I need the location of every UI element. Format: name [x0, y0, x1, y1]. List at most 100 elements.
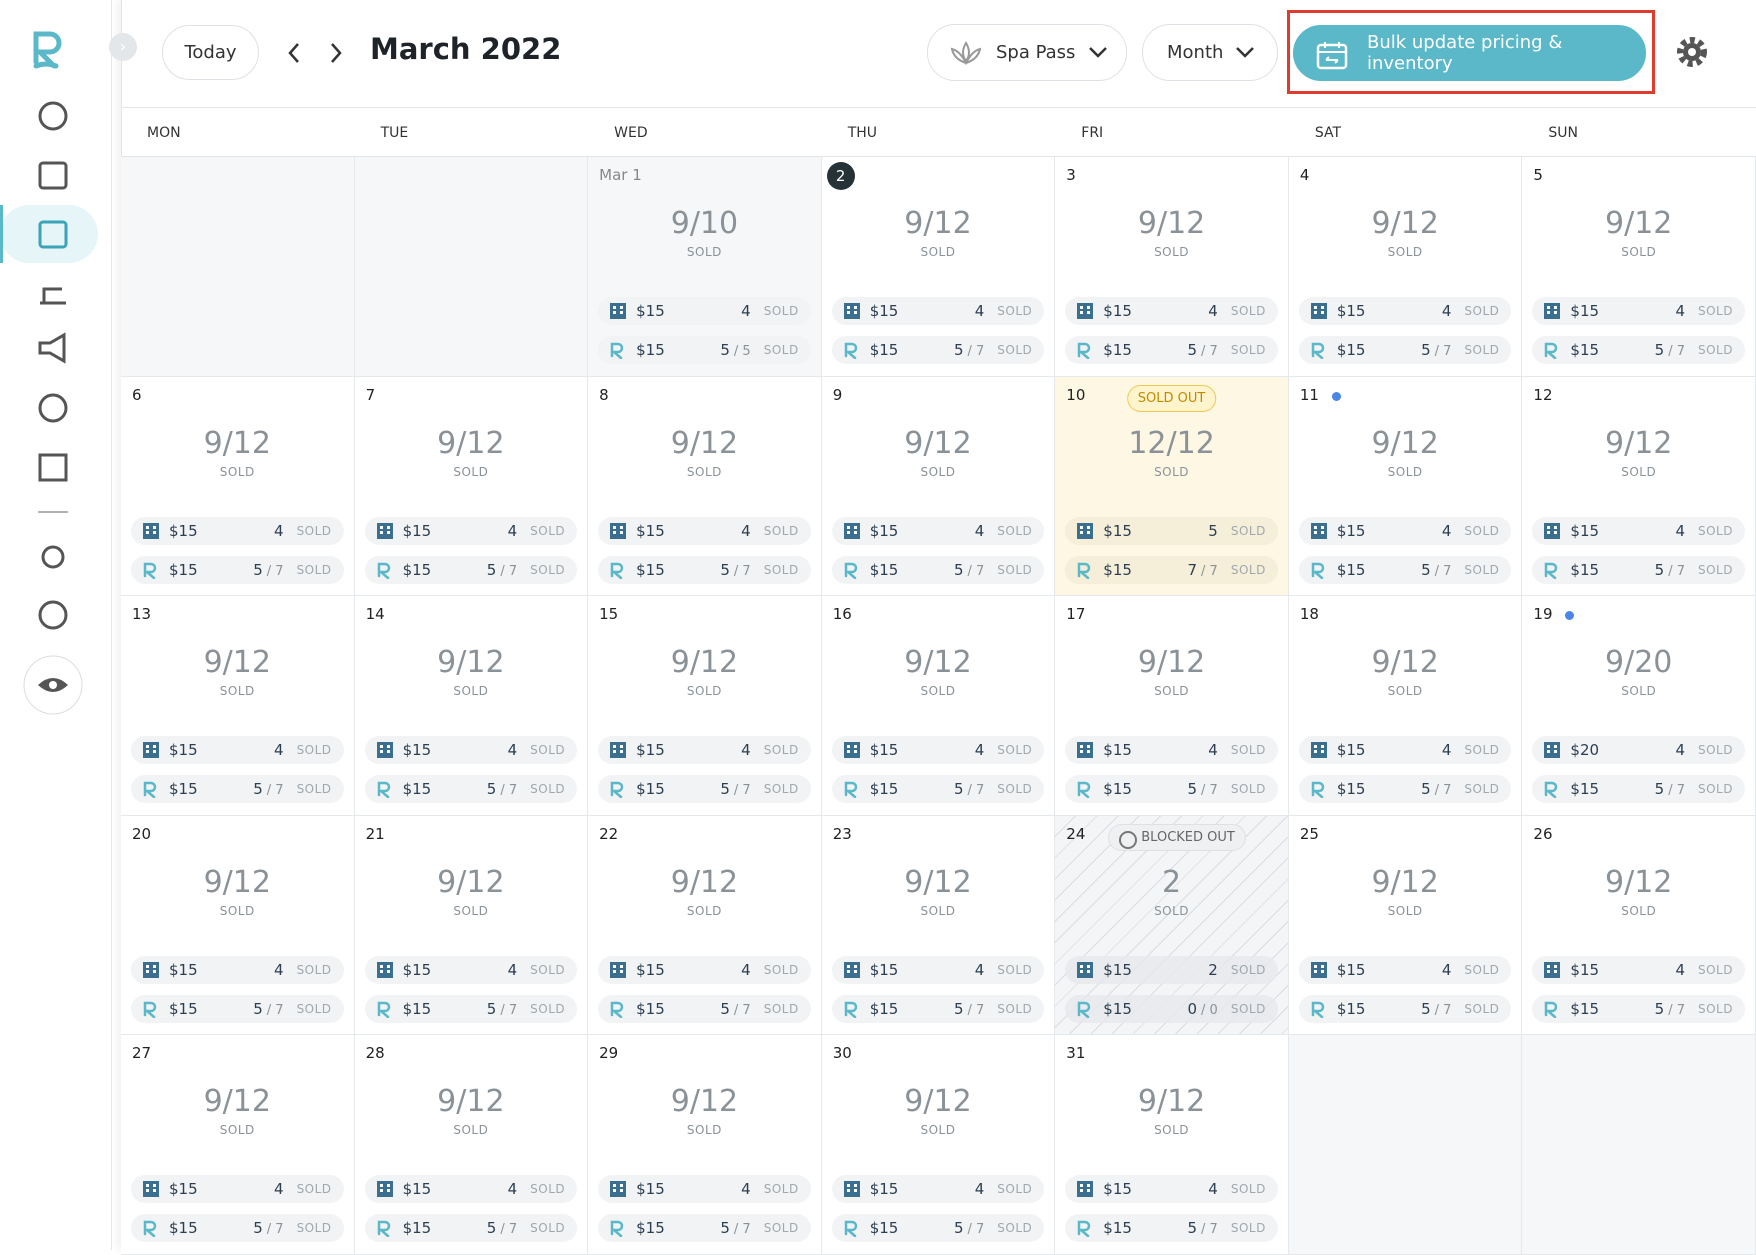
hotel-icon: [610, 303, 627, 319]
sold-label: SOLD: [1154, 464, 1190, 479]
calendar-grid: Mar 1 9/10 SOLD $15 4 SOLD $15 5/ 5 SOLD 2 9/12 SOL…: [121, 157, 1756, 1255]
channel-inventory: $15 5/ 7 SOLD: [364, 775, 578, 803]
channel-count-wrap: 5/ 7: [954, 780, 984, 798]
event-dot: [1565, 611, 1575, 620]
day-cell[interactable]: 23 9/12 SOLD $15 4 SOLD $15 5/ 7 SOLD: [821, 815, 1056, 1035]
hotel-inventory: $15 4 SOLD: [1298, 516, 1512, 545]
day-cell[interactable]: 24 BLOCKED OUT 2 SOLD $15 2 SOLD $15 0/ 0 SOLD: [1055, 815, 1289, 1035]
channel-inventory: $15 5/ 5 SOLD: [598, 336, 811, 364]
day-cell[interactable]: 3 9/12 SOLD $15 4 SOLD $15 5/ 7 SOLD: [1055, 157, 1289, 377]
month-title: March 2022: [370, 32, 562, 66]
channel-count: 5: [1654, 341, 1665, 359]
day-cell[interactable]: 30 9/12 SOLD $15 4 SOLD $15 5/ 7 SOLD: [821, 1035, 1056, 1255]
pass-select[interactable]: Spa Pass: [927, 24, 1127, 81]
nav-reviews[interactable]: [38, 393, 68, 423]
hotel-price: $15: [869, 521, 899, 540]
next-month[interactable]: [331, 43, 342, 63]
day-cell[interactable]: 20 9/12 SOLD $15 4 SOLD $15 5/ 7 SOLD: [121, 815, 355, 1035]
day-cell[interactable]: Mar 1 9/10 SOLD $15 4 SOLD $15 5/ 5 SOLD: [588, 157, 822, 377]
nav-calendar[interactable]: [38, 220, 68, 249]
day-cell[interactable]: 14 9/12 SOLD $15 4 SOLD $15 5/ 7 SOLD: [354, 596, 589, 816]
day-cell[interactable]: 17 9/12 SOLD $15 4 SOLD $15 5/ 7 SOLD: [1055, 596, 1289, 816]
day-cell[interactable]: 16 9/12 SOLD $15 4 SOLD $15 5/ 7 SOLD: [821, 596, 1056, 816]
hotel-inventory: $15 4 SOLD: [1065, 1175, 1278, 1203]
channel-icon: [143, 1220, 157, 1237]
sold-label: SOLD: [1697, 743, 1733, 757]
sold-label: SOLD: [763, 304, 799, 318]
day-number: 29: [599, 1044, 619, 1062]
channel-count-wrap: 5/ 7: [1655, 1000, 1685, 1018]
day-cell[interactable]: 18 9/12 SOLD $15 4 SOLD $15 5/ 7 SOLD: [1288, 596, 1523, 816]
nav-reports[interactable]: [38, 453, 68, 482]
day-cell[interactable]: 10 SOLD OUT 12/12 SOLD $15 5 SOLD $15 7/ 7 SOLD: [1055, 376, 1289, 596]
sold-ratio: 9/12: [1371, 864, 1439, 900]
day-cell[interactable]: 27 9/12 SOLD $15 4 SOLD $15 5/ 7 SOLD: [121, 1035, 355, 1255]
day-cell[interactable]: 9 9/12 SOLD $15 4 SOLD $15 5/ 7 SOLD: [821, 376, 1056, 596]
day-number: 25: [1299, 824, 1319, 843]
view-select[interactable]: Month: [1142, 24, 1278, 81]
hotel-icon: [376, 522, 393, 539]
day-cell[interactable]: 7 9/12 SOLD $15 4 SOLD $15 5/ 7 SOLD: [354, 376, 589, 596]
channel-inventory: $15 7/ 7 SOLD: [1065, 555, 1278, 584]
hotel-inventory: $15 4 SOLD: [598, 516, 811, 545]
sold-label: SOLD: [453, 1123, 489, 1137]
hotel-inventory: $15 4 SOLD: [364, 736, 578, 764]
channel-count-wrap: 5/ 7: [487, 1219, 517, 1237]
nav-marketing[interactable]: [38, 332, 66, 364]
hotel-inventory: $15 4 SOLD: [1065, 736, 1278, 764]
hotel-price: $15: [636, 741, 665, 759]
hotel-icon: [843, 1181, 860, 1197]
day-cell[interactable]: 29 9/12 SOLD $15 4 SOLD $15 5/ 7 SOLD: [588, 1035, 822, 1255]
day-cell[interactable]: 28 9/12 SOLD $15 4 SOLD $15 5/ 7 SOLD: [354, 1035, 589, 1255]
hotel-icon: [143, 522, 159, 539]
day-number: 21: [365, 824, 385, 843]
channel-price: $15: [636, 999, 665, 1018]
channel-inventory: $15 5/ 7 SOLD: [598, 1214, 811, 1242]
day-cell[interactable]: 4 9/12 SOLD $15 4 SOLD $15 5/ 7 SOLD: [1288, 157, 1523, 377]
nav-dashboard[interactable]: [38, 101, 68, 131]
hotel-count: 4: [1441, 741, 1452, 759]
day-cell[interactable]: 2 9/12 SOLD $15 4 SOLD $15 5/ 7 SOLD: [821, 157, 1056, 377]
day-cell[interactable]: 21 9/12 SOLD $15 4 SOLD $15 5/ 7 SOLD: [354, 815, 589, 1035]
channel-price: $15: [869, 341, 899, 359]
day-cell[interactable]: 6 9/12 SOLD $15 4 SOLD $15 5/ 7 SOLD: [121, 376, 355, 596]
bulk-update-button[interactable]: Bulk update pricing & inventory: [1293, 25, 1646, 81]
day-cell[interactable]: 15 9/12 SOLD $15 4 SOLD $15 5/ 7 SOLD: [588, 596, 822, 816]
day-number: 18: [1299, 605, 1319, 623]
hotel-icon: [376, 961, 393, 978]
day-cell[interactable]: 11 9/12 SOLD $15 4 SOLD $15 5/ 7 SOLD: [1288, 376, 1523, 596]
hotel-count: 4: [974, 741, 985, 759]
sidebar: [0, 0, 112, 1250]
prev-month[interactable]: [288, 43, 299, 63]
channel-count-wrap: 5/ 7: [487, 780, 517, 798]
today-button[interactable]: Today: [162, 25, 259, 80]
hotel-count: 4: [1675, 521, 1685, 540]
nav-amenities[interactable]: [40, 287, 66, 305]
day-cell[interactable]: 31 9/12 SOLD $15 4 SOLD $15 5/ 7 SOLD: [1055, 1035, 1289, 1255]
day-cell[interactable]: 8 9/12 SOLD $15 4 SOLD $15 5/ 7 SOLD: [588, 376, 822, 596]
hotel-inventory: $15 4 SOLD: [831, 297, 1045, 325]
channel-count: 5: [486, 1219, 497, 1237]
settings-button[interactable]: [1674, 34, 1710, 70]
day-cell[interactable]: 26 9/12 SOLD $15 4 SOLD $15 5/ 7 SOLD: [1522, 815, 1756, 1035]
sold-label: SOLD: [296, 523, 332, 538]
sold-label: SOLD: [1154, 245, 1190, 259]
collapse-sidebar[interactable]: ›: [109, 33, 137, 61]
day-cell[interactable]: 13 9/12 SOLD $15 4 SOLD $15 5/ 7 SOLD: [121, 596, 355, 816]
day-cell[interactable]: 22 9/12 SOLD $15 4 SOLD $15 5/ 7 SOLD: [588, 815, 822, 1035]
logo[interactable]: [33, 31, 62, 69]
nav-bookings[interactable]: [38, 161, 68, 190]
channel-capacity: / 0: [1201, 1002, 1218, 1018]
hotel-icon: [376, 1181, 393, 1197]
day-cell[interactable]: 19 9/20 SOLD $20 4 SOLD $15 5/ 7 SOLD: [1522, 596, 1756, 816]
channel-count: 5: [953, 1219, 964, 1237]
day-cell[interactable]: 5 9/12 SOLD $15 4 SOLD $15 5/ 7 SOLD: [1522, 157, 1756, 377]
sold-label: SOLD: [1464, 343, 1500, 357]
nav-settings[interactable]: [41, 545, 65, 569]
day-cell[interactable]: 25 9/12 SOLD $15 4 SOLD $15 5/ 7 SOLD: [1288, 815, 1523, 1035]
channel-count-wrap: 5/ 7: [1421, 561, 1451, 579]
day-cell[interactable]: 12 9/12 SOLD $15 4 SOLD $15 5/ 7 SOLD: [1522, 376, 1756, 596]
hotel-count: 4: [974, 1180, 985, 1198]
nav-help[interactable]: [38, 600, 68, 630]
